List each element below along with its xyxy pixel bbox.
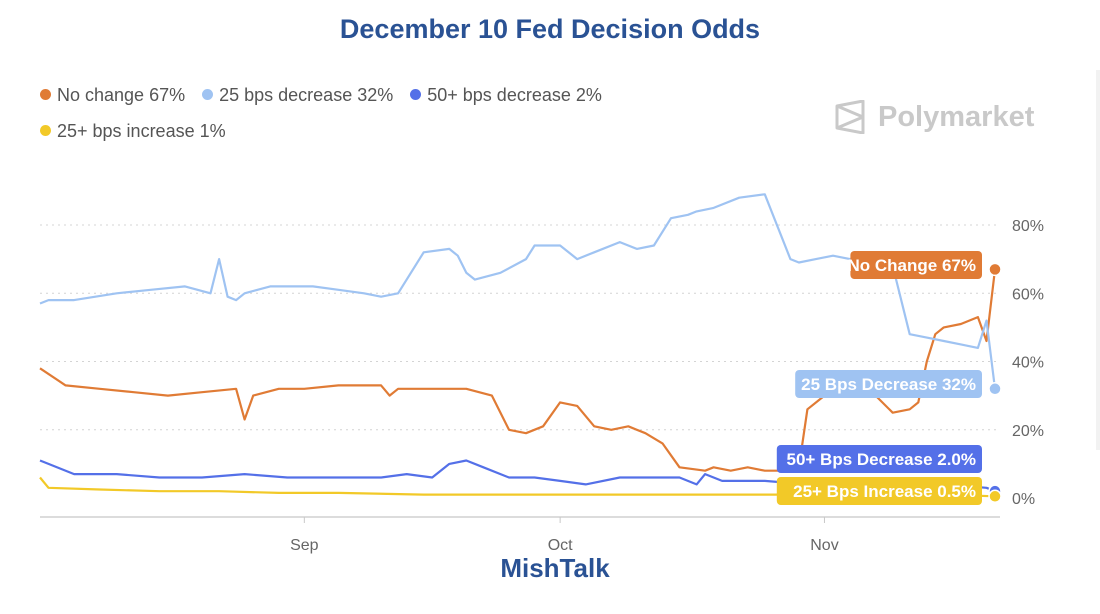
credit-watermark: MishTalk [500,553,610,583]
series-line-25bps-decrease [39,193,997,389]
y-tick-label: 0% [1012,491,1035,508]
legend-item-50bps-decrease[interactable]: 50+ bps decrease 2% [410,85,602,105]
legend-dot-25bps-decrease [202,89,214,100]
end-label-no-change: No Change 67% [848,256,976,275]
end-marker-no-change [988,262,1002,277]
x-tick-label: Nov [810,537,838,554]
x-tick-label: Sep [290,537,319,554]
end-label-box-25bps-increase [776,477,982,505]
end-label-box-50bps-decrease [776,445,982,473]
x-tick-label: Oct [548,537,573,554]
legend-label-25bps-decrease: 25 bps decrease 32% [219,85,394,105]
series-line-no-change [39,269,997,472]
end-label-box-no-change [850,251,982,279]
y-tick-label: 20% [1012,423,1044,440]
page-scrollbar[interactable] [1096,70,1100,450]
end-label-25bps-decrease: 25 Bps Decrease 32% [801,375,976,394]
legend-item-no-change[interactable]: No change 67% [40,85,185,105]
legend-label-25bps-increase: 25+ bps increase 1% [57,121,226,141]
end-label-box-25bps-decrease [795,370,982,398]
legend-dot-50bps-decrease [410,89,422,100]
end-label-25bps-increase: 25+ Bps Increase 0.5% [793,482,976,501]
legend-item-25bps-decrease[interactable]: 25 bps decrease 32% [202,85,393,105]
legend-dot-25bps-increase [40,125,51,136]
polymarket-logo-icon [835,100,865,134]
legend-item-25bps-increase[interactable]: 25+ bps increase 1% [40,121,226,141]
y-tick-label: 80% [1012,218,1044,235]
polymarket-brand: Polymarket [834,100,1034,134]
end-marker-25bps-decrease [988,382,1002,396]
end-marker-25bps-increase [988,489,1002,504]
end-label-50bps-decrease: 50+ Bps Decrease 2.0% [787,450,977,469]
legend: No change 67% 25 bps decrease 32% 50+ bp… [40,85,614,106]
brand-name: Polymarket [878,100,1035,133]
y-tick-label: 40% [1012,355,1044,372]
legend-dot-no-change [40,89,51,100]
legend-label-50bps-decrease: 50+ bps decrease 2% [427,85,602,105]
legend-row-2: 25+ bps increase 1% [40,121,238,142]
legend-label-no-change: No change 67% [57,85,186,105]
y-tick-label: 60% [1012,286,1044,303]
chart-title: December 10 Fed Decision Odds [339,14,761,44]
